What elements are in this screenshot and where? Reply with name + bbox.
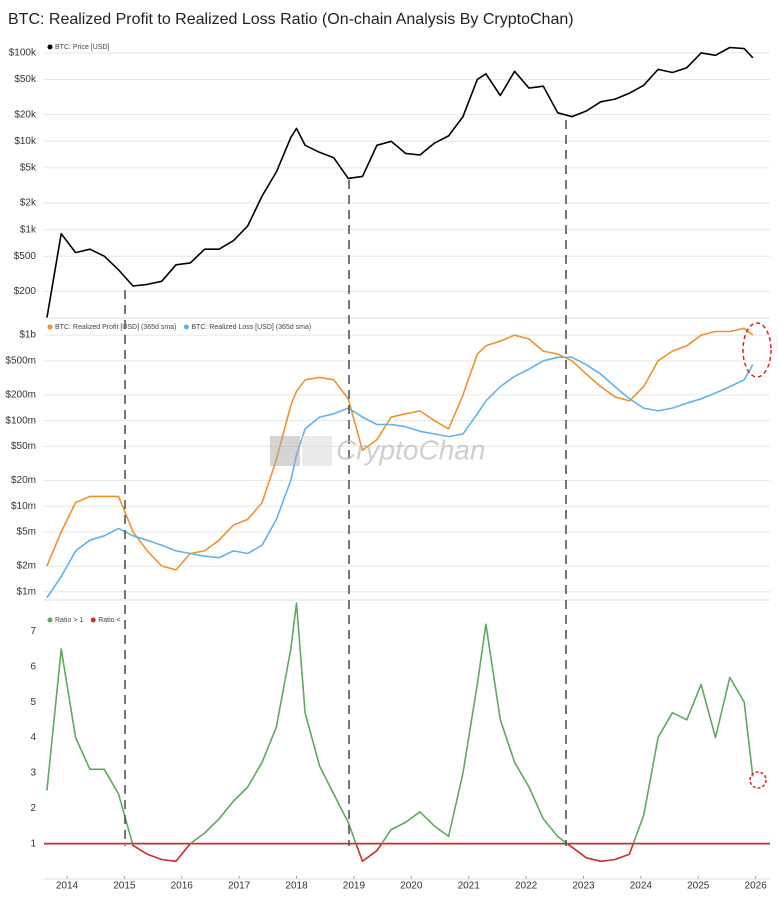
watermark-logo	[270, 436, 300, 466]
legend-marker	[47, 324, 53, 330]
y-tick-label: $500	[14, 251, 37, 262]
x-tick-label: 2024	[630, 881, 653, 892]
y-tick-label: $200	[14, 286, 37, 297]
y-tick-label: $50k	[14, 74, 37, 85]
legend-label: BTC: Price [USD]	[55, 44, 110, 51]
legend-marker	[90, 617, 96, 623]
y-tick-label: $5k	[20, 163, 37, 174]
x-tick-label: 2023	[572, 881, 595, 892]
legend-label: Ratio > 1	[55, 617, 83, 624]
y-tick-label: $20m	[11, 475, 36, 486]
legend-marker	[47, 617, 53, 623]
x-tick-label: 2017	[228, 881, 251, 892]
x-tick-label: 2018	[285, 881, 308, 892]
cycle-markers	[124, 120, 567, 846]
legend-label: BTC: Realized Loss [USD] (365d sma)	[191, 324, 311, 331]
y-tick-label: $50m	[11, 441, 36, 452]
x-tick-label: 2016	[171, 881, 194, 892]
series-line	[46, 602, 754, 844]
highlight-ellipse	[742, 322, 772, 378]
y-tick-label: 5	[30, 697, 36, 708]
y-tick-label: $10k	[14, 136, 37, 147]
series-line	[46, 356, 754, 599]
x-tick-label: 2019	[343, 881, 366, 892]
y-tick-label: $1k	[20, 224, 37, 235]
y-tick-label: $200m	[5, 390, 36, 401]
legend-marker	[47, 44, 53, 50]
y-tick-label: 4	[30, 732, 36, 743]
x-tick-label: 2021	[458, 881, 481, 892]
y-tick-label: $10m	[11, 501, 36, 512]
y-tick-label: $5m	[17, 527, 36, 538]
x-tick-label: 2020	[400, 881, 423, 892]
legend-marker	[183, 324, 189, 330]
series-line	[131, 843, 635, 863]
y-tick-label: $1m	[17, 586, 36, 597]
chart-title: BTC: Realized Profit to Realized Loss Ra…	[8, 11, 574, 28]
series-line	[46, 46, 754, 319]
y-tick-label: $100m	[5, 415, 36, 426]
y-tick-label: $20k	[14, 109, 37, 120]
y-tick-label: 3	[30, 768, 36, 779]
watermark: CryptoChan	[270, 434, 485, 466]
y-tick-label: 7	[30, 626, 36, 637]
watermark-avatar	[302, 436, 332, 466]
y-tick-label: 1	[30, 838, 36, 849]
x-tick-label: 2014	[56, 881, 79, 892]
y-tick-label: $2k	[20, 198, 37, 209]
y-tick-label: $500m	[5, 355, 36, 366]
x-tick-label: 2015	[113, 881, 136, 892]
highlight-circle	[749, 771, 767, 789]
series-line	[46, 327, 754, 571]
x-tick-label: 2022	[515, 881, 538, 892]
y-tick-label: 2	[30, 803, 36, 814]
y-tick-label: $1b	[19, 330, 36, 341]
y-tick-label: $2m	[17, 561, 36, 572]
x-tick-label: 2025	[687, 881, 710, 892]
x-tick-label: 2026	[745, 881, 768, 892]
y-tick-label: $100k	[9, 48, 37, 59]
legend-label: BTC: Realized Profit [USD] (365d sma)	[55, 324, 176, 331]
watermark-text: CryptoChan	[336, 434, 485, 465]
y-tick-label: 6	[30, 661, 36, 672]
legend-label: Ratio <	[98, 617, 120, 624]
